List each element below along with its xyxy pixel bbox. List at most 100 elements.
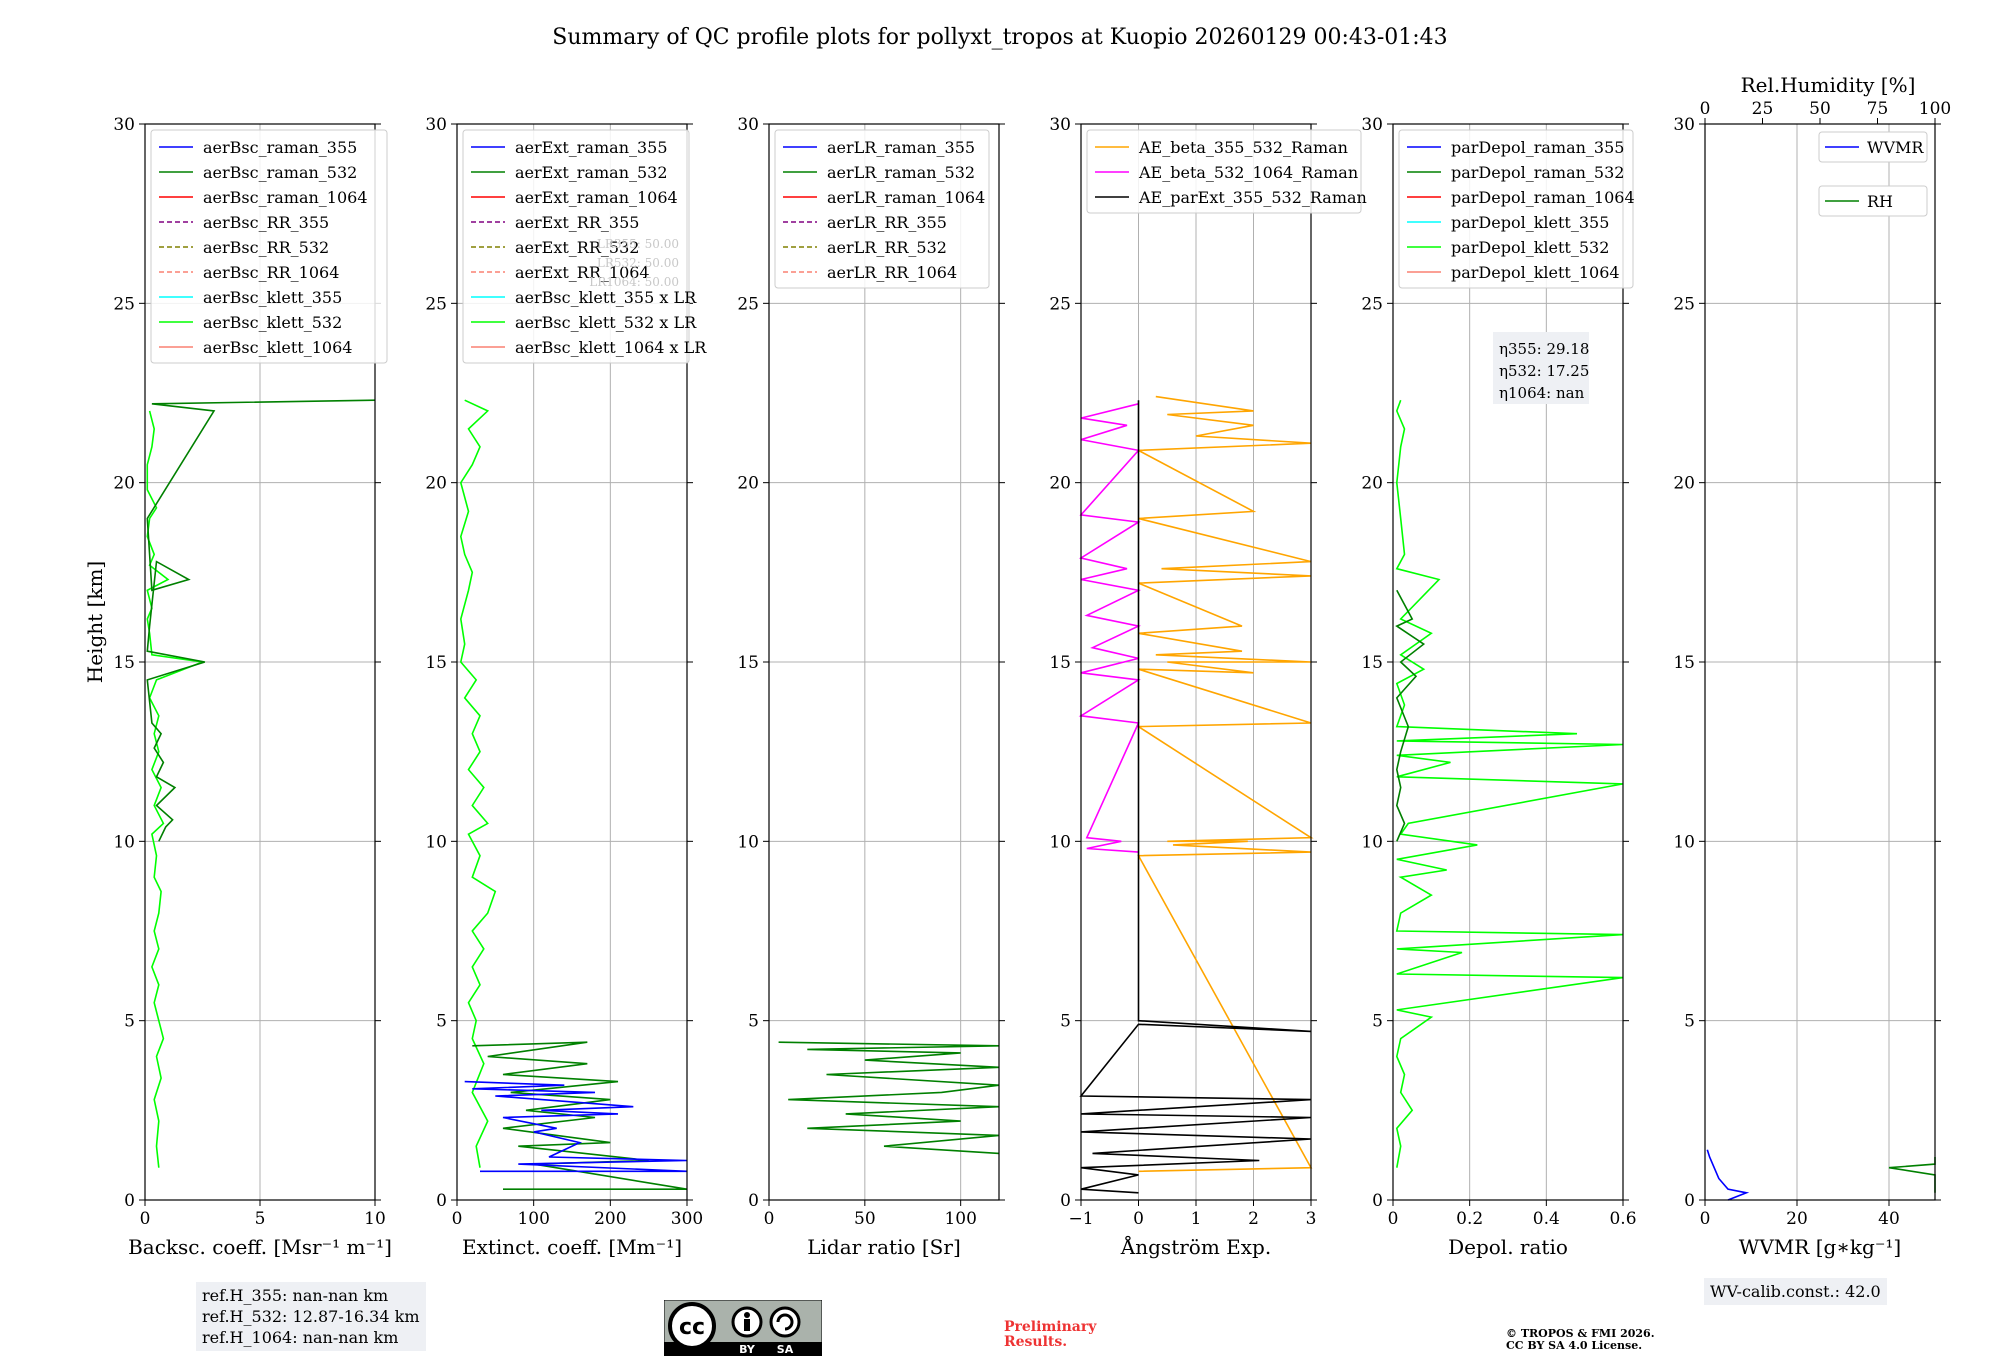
y-tick-label: 15 (1049, 653, 1071, 673)
legend-label: aerBsc_raman_1064 (203, 188, 368, 207)
y-tick-label: 25 (1049, 294, 1071, 314)
lidar-ratio-label: LR532: 50.00 (597, 256, 679, 270)
y-tick-label: 0 (748, 1191, 759, 1211)
legend-label: parDepol_raman_1064 (1451, 188, 1635, 207)
y-tick-label: 30 (425, 115, 447, 135)
x-tick-label: −1 (1068, 1209, 1093, 1229)
y-tick-label: 5 (1060, 1012, 1071, 1032)
copyright-line-1: © TROPOS & FMI 2026. (1506, 1327, 1655, 1340)
legend-label: parDepol_klett_355 (1451, 213, 1609, 232)
reference-height-note: ref.H_355: nan-nan km ref.H_532: 12.87-1… (196, 1282, 426, 1351)
top-x-tick-label: 0 (1700, 99, 1711, 119)
ref-height-532: ref.H_532: 12.87-16.34 km (202, 1307, 420, 1326)
top-x-tick-label: 75 (1867, 99, 1889, 119)
x-tick-label: 0.4 (1533, 1209, 1560, 1229)
y-tick-label: 20 (1361, 474, 1383, 494)
legend-box (1818, 131, 1928, 163)
panel-depolarization: 0 5 10 15 20 25 30 0 0.2 0.4 0.6 Depol. ratio parDep… (1361, 115, 1636, 1259)
legend-box (1398, 129, 1634, 289)
series-AE_beta_532_1064_Raman (1078, 403, 1142, 853)
legend-box (774, 129, 990, 289)
legend-label: parDepol_klett_1064 (1451, 263, 1620, 282)
x-tick-label: 10 (364, 1209, 386, 1229)
legend-label: aerLR_raman_1064 (827, 188, 985, 207)
lidar-ratio-label: LR355: 50.00 (597, 237, 679, 251)
top-x-tick-label: 50 (1809, 99, 1831, 119)
top-axis-label: Rel.Humidity [%] (1741, 73, 1916, 97)
x-axis-label: WVMR [g∗kg⁻¹] (1739, 1235, 1901, 1259)
legend-label: parDepol_raman_532 (1451, 163, 1624, 182)
copyright-note: © TROPOS & FMI 2026. CC BY SA 4.0 Licens… (1506, 1328, 1655, 1352)
series-parDepol_raman_532 (1395, 589, 1426, 842)
x-tick-label: 0 (764, 1209, 775, 1229)
legend-label: AE_parExt_355_532_Raman (1138, 188, 1367, 207)
x-axis-label: Ångström Exp. (1120, 1234, 1271, 1259)
panel-lidar_ratio: 0 5 10 15 20 25 30 0 50 100 Lidar ratio [Sr] aerLR_… (737, 115, 1005, 1259)
x-tick-label: 1 (1191, 1209, 1202, 1229)
series-parDepol_klett_532 (1395, 399, 1624, 1168)
y-tick-label: 20 (1049, 474, 1071, 494)
x-tick-label: 50 (854, 1209, 876, 1229)
figure-title: Summary of QC profile plots for pollyxt_… (552, 25, 1447, 50)
y-tick-label: 20 (425, 474, 447, 494)
eta-value: η532: 17.25 (1499, 362, 1589, 380)
preliminary-line-1: Preliminary (1004, 1319, 1097, 1335)
y-tick-label: 5 (436, 1012, 447, 1032)
y-tick-label: 5 (1372, 1012, 1383, 1032)
y-tick-label: 10 (1361, 832, 1383, 852)
y-tick-label: 25 (1361, 294, 1383, 314)
wv-calibration-value: WV-calib.const.: 42.0 (1710, 1282, 1881, 1301)
y-tick-label: 15 (425, 653, 447, 673)
y-tick-label: 15 (737, 653, 759, 673)
panel-backscatter: 0 5 10 15 20 25 30 0 5 10 Backsc. coeff. [Msr⁻¹ m⁻… (113, 115, 392, 1259)
legend-label: aerExt_raman_532 (515, 163, 668, 182)
ref-height-1064: ref.H_1064: nan-nan km (202, 1328, 399, 1347)
y-tick-label: 30 (737, 115, 759, 135)
eta-box (1493, 332, 1589, 404)
series-RH (1888, 1157, 1936, 1193)
legend-label: aerLR_raman_532 (827, 163, 975, 182)
legend-box (462, 129, 690, 364)
y-tick-label: 5 (124, 1012, 135, 1032)
legend-label: parDepol_klett_532 (1451, 238, 1609, 257)
legend-label: aerLR_raman_355 (827, 138, 975, 157)
legend-label: aerBsc_klett_1064 (203, 338, 352, 357)
legend-label: aerBsc_RR_355 (203, 213, 329, 232)
legend-box (1818, 185, 1928, 217)
y-tick-label: 30 (113, 115, 135, 135)
y-tick-label: 20 (737, 474, 759, 494)
legend-label: aerBsc_klett_532 x LR (515, 313, 697, 332)
cc-license-badge: cc BY SA (663, 1299, 823, 1360)
legend-label: aerLR_RR_532 (827, 238, 947, 257)
x-tick-label: 100 (517, 1209, 549, 1229)
y-tick-label: 30 (1361, 115, 1383, 135)
legend-label: AE_beta_355_532_Raman (1138, 138, 1348, 157)
cc-text: cc (679, 1315, 705, 1340)
x-axis-label: Depol. ratio (1448, 1235, 1568, 1259)
y-tick-label: 5 (748, 1012, 759, 1032)
x-tick-label: 0 (1133, 1209, 1144, 1229)
y-tick-label: 10 (425, 832, 447, 852)
y-tick-label: 20 (113, 474, 135, 494)
legend-label: aerBsc_raman_532 (203, 163, 357, 182)
legend-label: aerBsc_raman_355 (203, 138, 357, 157)
x-tick-label: 5 (255, 1209, 266, 1229)
x-tick-label: 0.6 (1609, 1209, 1636, 1229)
legend-label: parDepol_raman_355 (1451, 138, 1624, 157)
legend-label: aerLR_RR_355 (827, 213, 947, 232)
y-tick-label: 15 (1673, 653, 1695, 673)
eta-value: η355: 29.18 (1499, 340, 1589, 358)
y-tick-label: 10 (1049, 832, 1071, 852)
x-tick-label: 20 (1786, 1209, 1808, 1229)
y-tick-label: 15 (113, 653, 135, 673)
series-AE_beta_355_532_Raman (1135, 395, 1314, 1173)
y-tick-label: 0 (124, 1191, 135, 1211)
y-tick-label: 0 (1684, 1191, 1695, 1211)
y-tick-label: 15 (1361, 653, 1383, 673)
series-AE_parExt_355_532_Raman (1079, 400, 1312, 1194)
y-tick-label: 10 (737, 832, 759, 852)
x-tick-label: 0 (140, 1209, 151, 1229)
